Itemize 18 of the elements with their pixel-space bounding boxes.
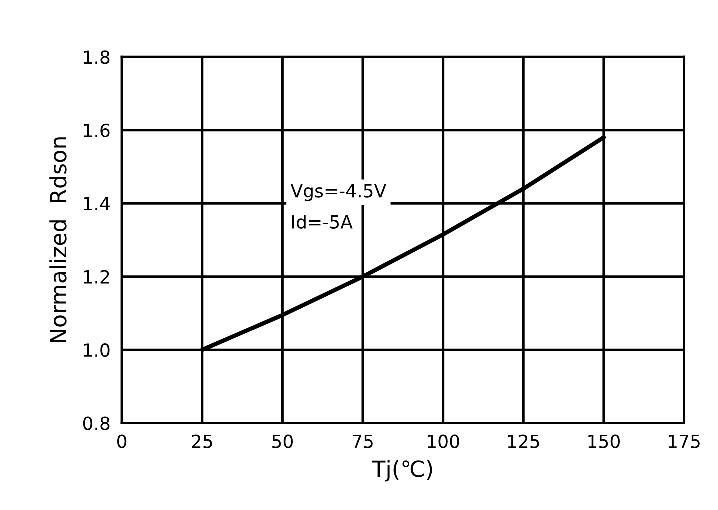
y-tick-label: 1.2	[84, 270, 110, 284]
annotation: Id=-5A	[292, 214, 353, 229]
x-tick-label: 75	[352, 434, 373, 448]
y-tick-label: 1.4	[84, 197, 110, 210]
y-tick-label: 0.8	[83, 416, 110, 430]
x-tick-label: 25	[192, 434, 212, 448]
x-tick-label: 150	[588, 434, 620, 448]
x-tick-label: 175	[669, 434, 700, 448]
x-axis-title: Tj(℃)	[372, 460, 432, 482]
annotation: Vgs=-4.5V	[290, 184, 386, 202]
y-axis-title: Normalized Rdson	[50, 138, 67, 343]
y-tick-label: 1.8	[84, 50, 110, 64]
y-tick-label: 1.6	[84, 124, 110, 138]
y-tick-label: 1.0	[84, 344, 110, 358]
x-tick-label: 50	[272, 434, 293, 448]
x-tick-label: 0	[118, 434, 127, 448]
x-tick-label: 100	[428, 434, 460, 448]
x-tick-label: 125	[508, 434, 540, 448]
